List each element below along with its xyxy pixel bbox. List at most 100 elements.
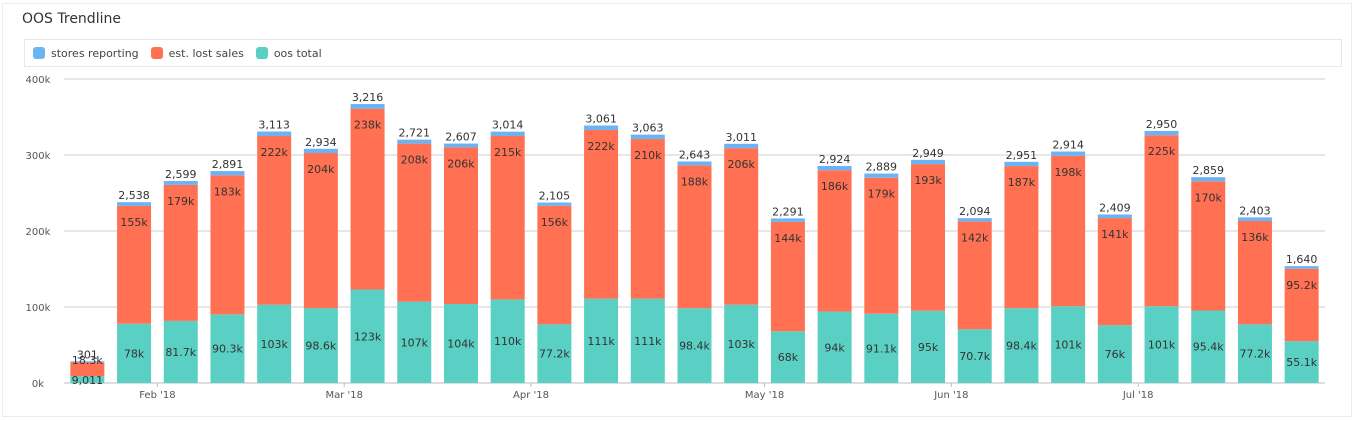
data-label-oos-total: 98.6k — [305, 340, 336, 353]
data-label-oos-total: 103k — [260, 338, 288, 351]
bar-oos-total — [1097, 325, 1132, 383]
bar-stores-reporting — [724, 143, 759, 149]
bar-est-lost-sales — [584, 129, 619, 299]
bar-est-lost-sales — [1191, 181, 1226, 311]
data-label-oos-total: 77.2k — [1240, 348, 1271, 361]
bar-oos-total — [864, 313, 899, 383]
data-label-oos-total: 95.4k — [1193, 341, 1224, 354]
bar-est-lost-sales — [350, 108, 385, 290]
data-label-est-lost-sales: 198k — [1054, 166, 1082, 179]
bar-est-lost-sales — [817, 170, 852, 312]
data-label-est-lost-sales: 142k — [961, 231, 989, 244]
data-label-oos-total: 103k — [728, 338, 756, 351]
bar-oos-total — [1191, 310, 1226, 383]
data-label-est-lost-sales: 156k — [541, 216, 569, 229]
data-label-stores-reporting: 2,094 — [959, 205, 991, 218]
bar-stores-reporting — [911, 159, 946, 165]
data-label-stores-reporting: 3,061 — [585, 113, 617, 126]
bar-oos-total — [257, 304, 292, 383]
data-label-est-lost-sales: 193k — [914, 174, 942, 187]
x-tick-label: Feb '18 — [139, 390, 175, 401]
legend-item-oos-total[interactable]: oos total — [255, 47, 322, 60]
bar-est-lost-sales — [1051, 155, 1086, 307]
bar-stores-reporting — [630, 134, 665, 140]
bar-est-lost-sales — [257, 136, 292, 305]
legend-label-est-lost-sales: est. lost sales — [168, 46, 244, 60]
data-label-oos-total: 104k — [447, 337, 475, 350]
bar-est-lost-sales — [770, 221, 805, 332]
data-label-stores-reporting: 2,538 — [118, 189, 150, 202]
data-label-stores-reporting: 2,643 — [679, 148, 711, 161]
data-label-oos-total: 98.4k — [679, 340, 710, 353]
data-label-oos-total: 90.3k — [212, 343, 243, 356]
data-label-stores-reporting: 3,011 — [725, 131, 757, 144]
data-label-stores-reporting: 2,949 — [912, 147, 944, 160]
bar-stores-reporting — [490, 131, 525, 136]
data-label-est-lost-sales: 144k — [774, 232, 802, 245]
data-label-stores-reporting: 2,924 — [819, 153, 851, 166]
data-label-stores-reporting: 2,889 — [866, 161, 898, 174]
x-tick-label: Jun '18 — [933, 390, 968, 401]
bar-oos-total — [70, 376, 105, 383]
bar-est-lost-sales — [1097, 218, 1132, 326]
bar-stores-reporting — [1144, 130, 1179, 136]
data-label-oos-total: 95k — [918, 341, 939, 354]
bar-oos-total — [1144, 306, 1179, 383]
data-label-stores-reporting: 3,216 — [352, 91, 384, 104]
x-tick-label: May '18 — [745, 390, 784, 401]
bar-oos-total — [1004, 308, 1039, 383]
bar-stores-reporting — [163, 181, 198, 185]
legend-swatch-stores-reporting — [33, 47, 45, 59]
bar-stores-reporting — [1191, 177, 1226, 182]
data-label-stores-reporting: 3,063 — [632, 122, 664, 135]
bar-stores-reporting — [1284, 266, 1319, 269]
bar-oos-total — [350, 289, 385, 383]
data-label-oos-total: 94k — [824, 341, 845, 354]
data-label-est-lost-sales: 183k — [214, 185, 242, 198]
legend-item-est-lost-sales[interactable]: est. lost sales — [150, 46, 244, 60]
data-label-stores-reporting: 2,934 — [305, 136, 337, 149]
data-label-est-lost-sales: 186k — [821, 180, 849, 193]
data-label-est-lost-sales: 204k — [307, 163, 335, 176]
data-label-oos-total: 111k — [634, 335, 662, 348]
data-label-oos-total: 68k — [778, 351, 799, 364]
data-label-est-lost-sales: 225k — [1148, 145, 1176, 158]
data-label-stores-reporting: 2,859 — [1192, 164, 1224, 177]
bar-stores-reporting — [817, 165, 852, 171]
bar-stores-reporting — [397, 139, 432, 144]
bar-stores-reporting — [1051, 151, 1086, 156]
y-tick-label: 100k — [26, 303, 51, 314]
data-label-est-lost-sales: 222k — [260, 146, 288, 159]
data-label-oos-total: 9,011 — [72, 374, 104, 387]
bar-est-lost-sales — [1144, 135, 1179, 307]
data-label-stores-reporting: 1,640 — [1286, 253, 1318, 266]
data-label-stores-reporting: 2,891 — [212, 158, 244, 171]
data-label-est-lost-sales: 206k — [447, 157, 475, 170]
bar-oos-total — [397, 301, 432, 383]
data-label-oos-total: 76k — [1105, 348, 1126, 361]
data-label-stores-reporting: 2,105 — [539, 190, 571, 203]
data-label-stores-reporting: 3,014 — [492, 119, 524, 132]
data-label-oos-total: 70.7k — [959, 350, 990, 363]
bar-oos-total — [584, 298, 619, 383]
bar-est-lost-sales — [443, 147, 478, 304]
bar-est-lost-sales — [397, 143, 432, 302]
bar-stores-reporting — [350, 104, 385, 109]
data-label-oos-total: 91.1k — [866, 342, 897, 355]
bar-stores-reporting — [1004, 161, 1039, 167]
data-label-oos-total: 111k — [587, 335, 615, 348]
data-label-stores-reporting: 2,951 — [1006, 149, 1038, 162]
data-label-oos-total: 110k — [494, 335, 522, 348]
data-label-stores-reporting: 2,409 — [1099, 201, 1131, 214]
bar-stores-reporting — [257, 131, 292, 136]
bar-est-lost-sales — [1004, 166, 1039, 309]
legend-item-stores-reporting[interactable]: stores reporting — [33, 47, 139, 60]
bar-oos-total — [490, 299, 525, 383]
bar-oos-total — [677, 308, 712, 383]
bar-stores-reporting — [1237, 217, 1272, 221]
data-label-est-lost-sales: 208k — [401, 154, 429, 167]
bar-oos-total — [1051, 306, 1086, 383]
bar-oos-total — [303, 308, 338, 383]
legend-label-stores-reporting: stores reporting — [51, 46, 139, 60]
y-tick-label: 300k — [26, 151, 51, 162]
